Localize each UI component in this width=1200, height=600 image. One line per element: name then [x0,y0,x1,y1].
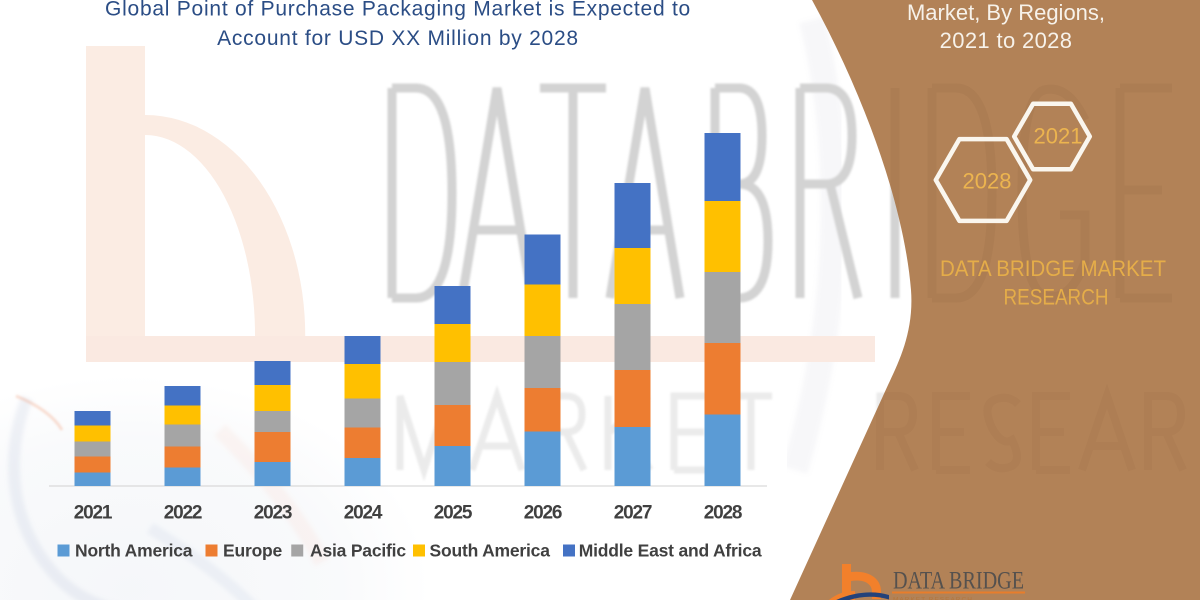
svg-text:Asia Pacific: Asia Pacific [310,541,406,561]
svg-text:Europe: Europe [223,541,283,561]
svg-text:Global Point of Purchase Packa: Global Point of Purchase Packaging Marke… [105,0,691,21]
svg-text:RESEARCH: RESEARCH [1004,285,1109,310]
svg-text:Market, By Regions,: Market, By Regions, [907,0,1105,25]
svg-text:2027: 2027 [614,503,652,524]
svg-text:2021: 2021 [1034,124,1083,149]
svg-text:MARKET RESEARCH: MARKET RESEARCH [893,597,973,600]
svg-text:2021 to 2028: 2021 to 2028 [940,28,1073,53]
svg-text:2023: 2023 [254,503,292,524]
svg-text:2026: 2026 [524,503,562,524]
svg-text:DATA BRIDGE MARKET: DATA BRIDGE MARKET [940,256,1166,281]
svg-text:2024: 2024 [344,503,383,524]
svg-text:2022: 2022 [164,503,202,524]
svg-text:2028: 2028 [963,169,1012,194]
svg-text:North America: North America [75,541,193,561]
svg-text:2025: 2025 [434,503,473,524]
svg-text:DATA BRIDGE: DATA BRIDGE [893,568,1024,595]
svg-text:South America: South America [430,541,551,561]
svg-text:2021: 2021 [74,503,113,524]
svg-text:Middle East and Africa: Middle East and Africa [579,541,762,561]
svg-text:2028: 2028 [704,503,742,524]
svg-text:Account for USD XX Million by: Account for USD XX Million by 2028 [217,27,579,50]
